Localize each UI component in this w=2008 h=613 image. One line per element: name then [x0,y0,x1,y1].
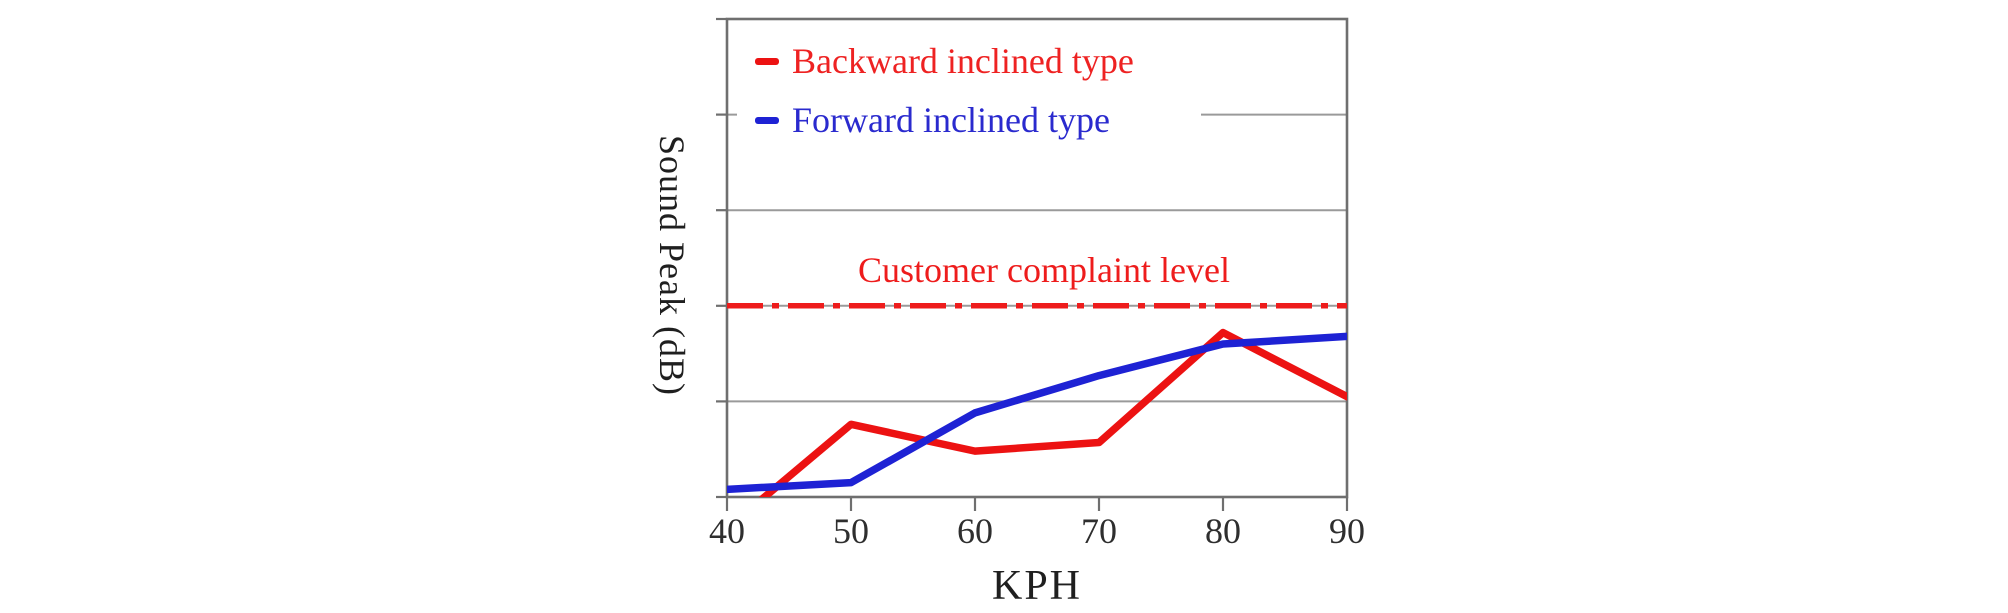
x-tick-label: 60 [957,511,993,551]
series-line-forward-inclined-type [727,332,1347,494]
x-tick-label: 90 [1329,511,1365,551]
plot-border [725,17,1349,499]
series-line-backward-inclined-type [758,328,1347,497]
legend-marker-red-dash-icon [755,58,779,65]
x-axis-label: KPH [991,563,1083,609]
x-tick-label: 50 [833,511,869,551]
x-tick-label: 70 [1081,511,1117,551]
legend: Backward inclined type Forward inclined … [737,33,1201,139]
x-tick-label: 40 [709,511,745,551]
complaint-level-annotation: Customer complaint level [858,250,1230,290]
legend-label-backward: Backward inclined type [792,41,1134,81]
y-axis-label: Sound Peak (dB) [652,135,692,396]
legend-item-backward: Backward inclined type [755,43,1201,80]
x-tick-label: 80 [1205,511,1241,551]
legend-label-forward: Forward inclined type [792,100,1110,140]
legend-item-forward: Forward inclined type [755,102,1201,139]
legend-marker-blue-dash-icon [755,117,779,124]
